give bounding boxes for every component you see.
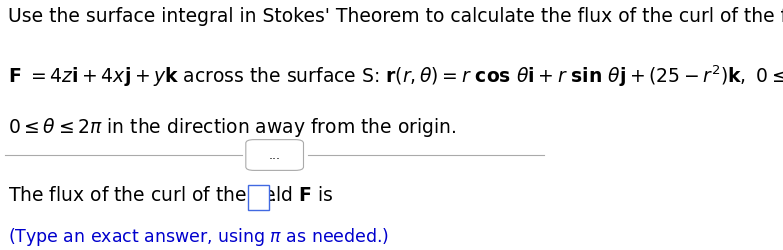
Text: (Type an exact answer, using $\pi$ as needed.): (Type an exact answer, using $\pi$ as ne…: [9, 226, 389, 248]
Text: .: .: [272, 186, 277, 205]
Text: $0 \leq \theta \leq 2\pi$ in the direction away from the origin.: $0 \leq \theta \leq 2\pi$ in the directi…: [9, 116, 456, 139]
Text: Use the surface integral in Stokes' Theorem to calculate the flux of the curl of: Use the surface integral in Stokes' Theo…: [9, 7, 783, 26]
FancyBboxPatch shape: [248, 185, 269, 210]
Text: The flux of the curl of the field $\mathbf{F}$ is: The flux of the curl of the field $\math…: [9, 186, 334, 205]
Text: ...: ...: [269, 148, 280, 162]
FancyBboxPatch shape: [246, 140, 304, 170]
Text: $\mathbf{F}$ $= 4z\mathbf{i} + 4x\mathbf{j} + y\mathbf{k}$ across the surface S:: $\mathbf{F}$ $= 4z\mathbf{i} + 4x\mathbf…: [9, 64, 783, 90]
